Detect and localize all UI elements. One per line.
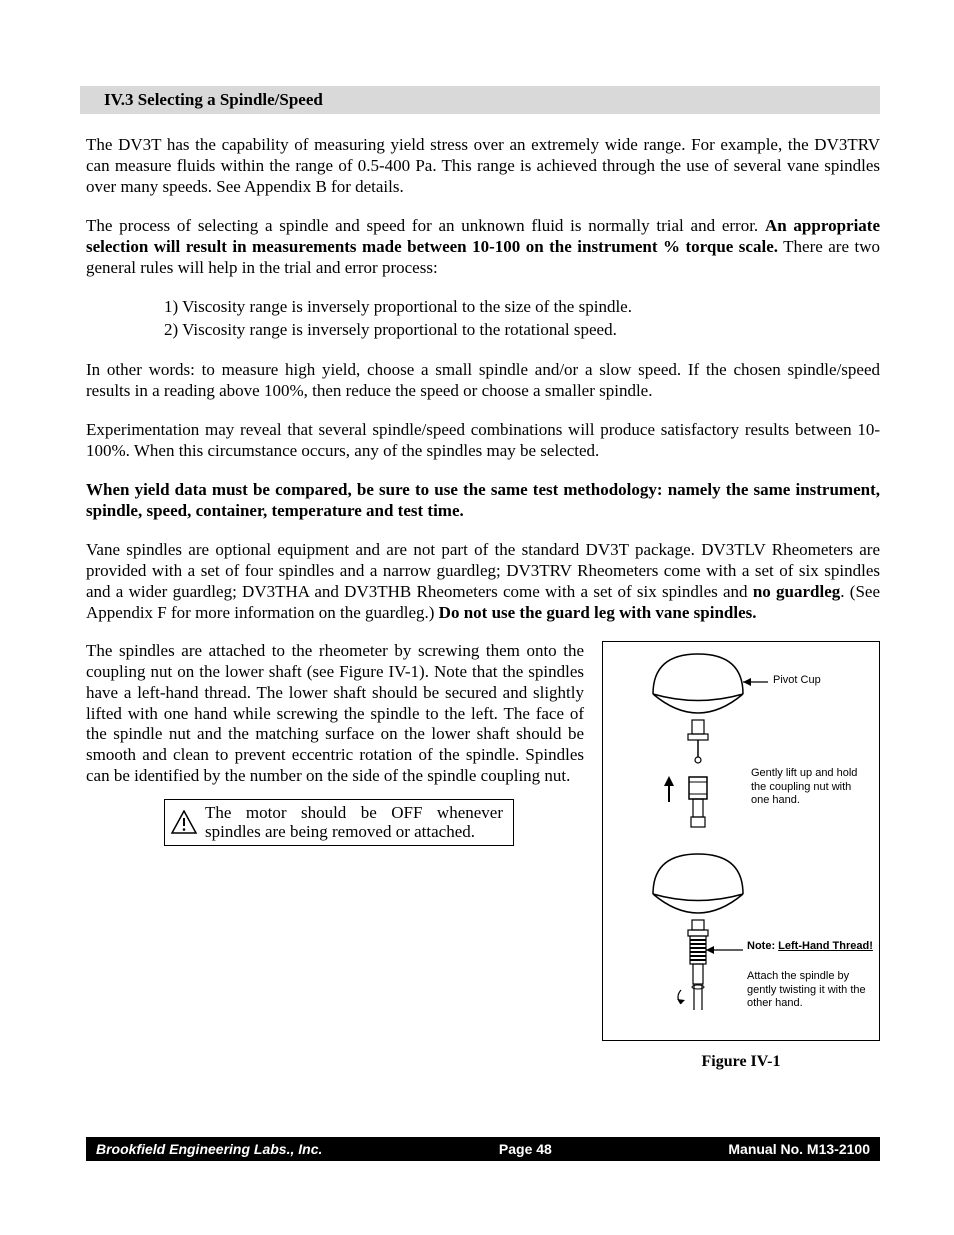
note-label: Note: Left-Hand Thread! bbox=[747, 940, 875, 953]
p2-lead: The process of selecting a spindle and s… bbox=[86, 216, 765, 235]
figure-upper-svg bbox=[603, 642, 881, 842]
paragraph-7: The spindles are attached to the rheomet… bbox=[86, 641, 584, 786]
p6-warning: Do not use the guard leg with vane spind… bbox=[439, 603, 757, 622]
rules-list: 1) Viscosity range is inversely proporti… bbox=[164, 296, 880, 340]
footer-manual: Manual No. M13-2100 bbox=[728, 1141, 870, 1157]
section-header: IV.3 Selecting a Spindle/Speed bbox=[80, 86, 880, 114]
page-content: IV.3 Selecting a Spindle/Speed The DV3T … bbox=[0, 0, 954, 1071]
footer-company: Brookfield Engineering Labs., Inc. bbox=[96, 1141, 322, 1157]
paragraph-2: The process of selecting a spindle and s… bbox=[86, 215, 880, 278]
left-column: The spindles are attached to the rheomet… bbox=[86, 641, 584, 1071]
paragraph-6: Vane spindles are optional equipment and… bbox=[86, 539, 880, 623]
paragraph-3: In other words: to measure high yield, c… bbox=[86, 359, 880, 401]
paragraph-5-bold: When yield data must be compared, be sur… bbox=[86, 479, 880, 521]
right-column: Pivot Cup Gently lift up and hold the co… bbox=[602, 641, 880, 1071]
warning-box: The motor should be OFF whenever spindle… bbox=[164, 799, 514, 846]
note-word: Note: bbox=[747, 940, 775, 952]
footer-page: Page 48 bbox=[499, 1141, 552, 1157]
p6-no-guardleg: no guardleg bbox=[753, 582, 840, 601]
warning-text: The motor should be OFF whenever spindle… bbox=[205, 803, 503, 842]
paragraph-1: The DV3T has the capability of measuring… bbox=[86, 134, 880, 197]
rule-1: 1) Viscosity range is inversely proporti… bbox=[164, 296, 880, 318]
figure-box: Pivot Cup Gently lift up and hold the co… bbox=[602, 641, 880, 1041]
figure-caption: Figure IV-1 bbox=[602, 1053, 880, 1071]
page-footer: Brookfield Engineering Labs., Inc. Page … bbox=[86, 1137, 880, 1161]
pivot-cup-label: Pivot Cup bbox=[773, 674, 821, 687]
warning-icon bbox=[171, 810, 197, 834]
attach-instruction-label: Attach the spindle by gently twisting it… bbox=[747, 970, 875, 1010]
lift-instruction-label: Gently lift up and hold the coupling nut… bbox=[751, 767, 871, 807]
two-column-row: The spindles are attached to the rheomet… bbox=[86, 641, 880, 1071]
paragraph-4: Experimentation may reveal that several … bbox=[86, 419, 880, 461]
note-thread: Left-Hand Thread! bbox=[778, 940, 873, 952]
rule-2: 2) Viscosity range is inversely proporti… bbox=[164, 319, 880, 341]
